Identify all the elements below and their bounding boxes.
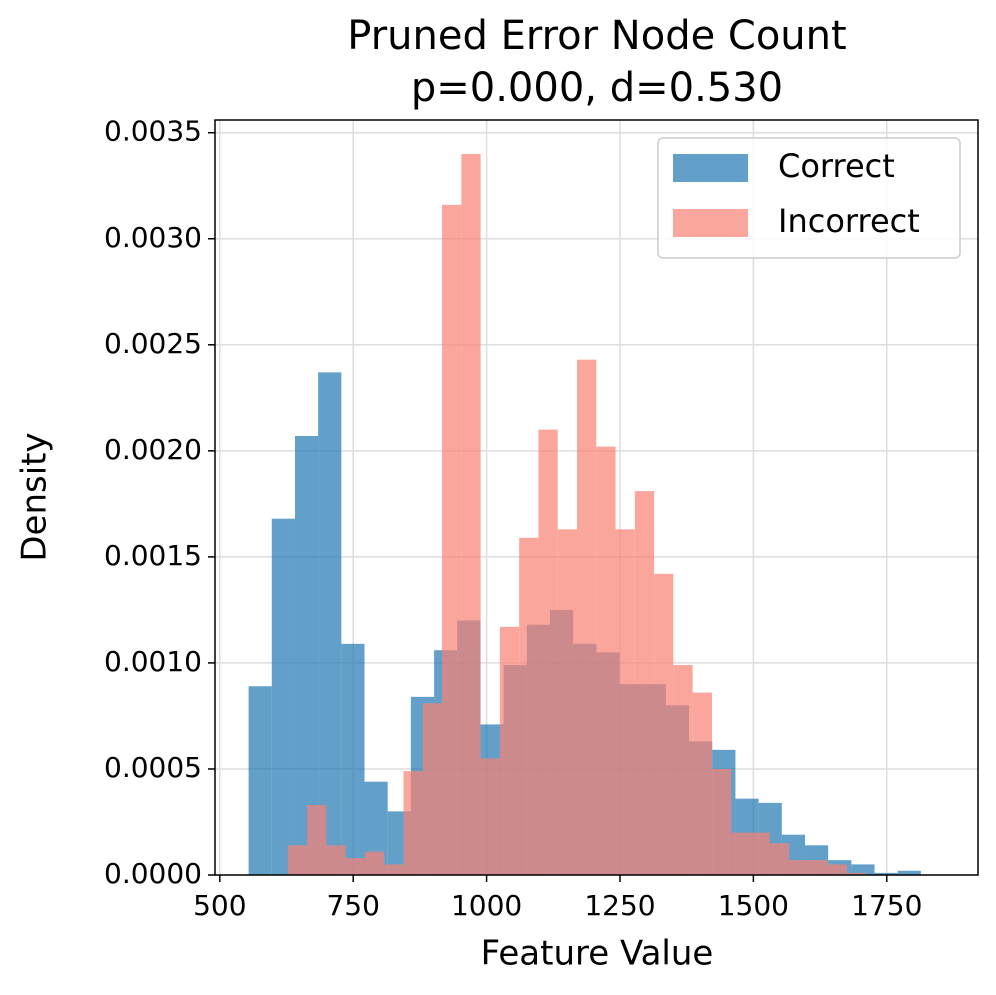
x-tick-label: 750: [326, 889, 379, 922]
histogram-bar: [827, 864, 847, 875]
y-tick-label: 0.0035: [104, 115, 202, 148]
histogram-bar: [711, 768, 732, 875]
histogram-bar: [851, 864, 875, 875]
histogram-bar: [341, 643, 365, 875]
histogram-bar: [364, 851, 385, 875]
y-tick-label: 0.0000: [104, 857, 202, 890]
histogram-bar: [897, 870, 921, 875]
x-tick-label: 500: [193, 889, 246, 922]
x-tick-label: 1750: [851, 889, 922, 922]
histogram-bar: [654, 573, 674, 875]
histogram-bar: [442, 204, 462, 875]
histogram-bar: [294, 435, 319, 875]
histogram-bar: [271, 518, 295, 875]
histogram-bar: [634, 491, 655, 875]
plot-frame: [214, 119, 979, 876]
histogram-bar: [287, 845, 308, 875]
histogram-bar: [403, 771, 423, 875]
legend-label: Incorrect: [778, 202, 920, 240]
histogram-bar: [692, 692, 712, 875]
histogram-bar: [326, 845, 346, 875]
histogram-bar: [557, 529, 578, 875]
histogram-bar: [422, 703, 443, 875]
x-axis-label: Feature Value: [481, 934, 714, 974]
chart-title: Pruned Error Node Count: [347, 13, 846, 59]
histogram-bar: [750, 832, 770, 875]
histogram-bar: [499, 626, 520, 875]
y-tick-label: 0.0025: [104, 327, 202, 360]
histogram-bar: [577, 359, 597, 875]
x-tick-label: 1500: [718, 889, 789, 922]
histogram-bar: [307, 805, 327, 875]
y-tick-label: 0.0030: [104, 221, 202, 254]
histogram-bar: [318, 372, 342, 875]
y-tick-label: 0.0005: [104, 751, 202, 784]
legend-swatch: [673, 209, 748, 237]
histogram-bar: [673, 665, 693, 875]
y-tick-label: 0.0015: [104, 539, 202, 572]
histogram-bar: [808, 860, 828, 875]
x-tick-label: 1250: [584, 889, 655, 922]
x-tick-label: 1000: [451, 889, 522, 922]
histogram-bar: [461, 153, 481, 875]
histogram-bar: [789, 860, 809, 875]
histogram-bar: [846, 872, 867, 875]
legend-label: Correct: [778, 147, 895, 185]
histogram-bar: [519, 537, 539, 875]
histogram-bar: [248, 686, 272, 875]
histogram-bar: [731, 832, 751, 875]
histogram-bar: [538, 429, 558, 875]
y-axis-label: Density: [15, 432, 55, 561]
histogram-bar: [596, 446, 616, 875]
legend-swatch: [673, 154, 748, 182]
histogram-bar: [384, 864, 404, 875]
y-tick-label: 0.0010: [104, 645, 202, 678]
y-tick-label: 0.0020: [104, 433, 202, 466]
histogram-bar: [615, 529, 635, 875]
histogram-bar: [769, 843, 790, 875]
histogram-bar: [480, 758, 500, 875]
histogram-bar: [874, 872, 898, 875]
histogram-bar: [345, 858, 365, 875]
chart-subtitle: p=0.000, d=0.530: [411, 65, 783, 111]
